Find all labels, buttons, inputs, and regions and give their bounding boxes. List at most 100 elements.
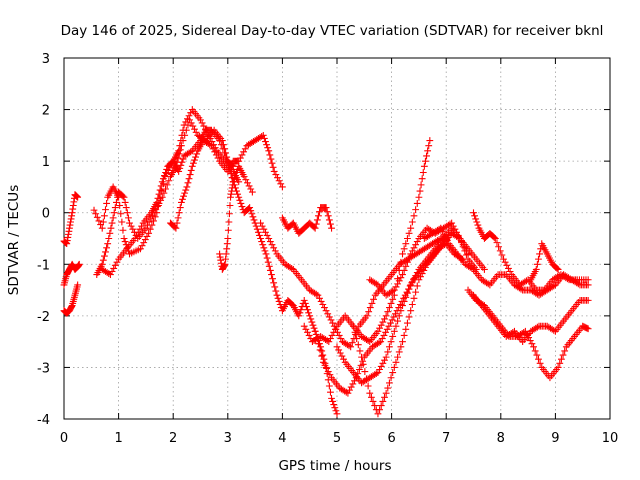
data-point — [101, 252, 108, 260]
data-point — [302, 325, 310, 333]
chart-title: Day 146 of 2025, Sidereal Day-to-day VTE… — [61, 23, 604, 39]
data-point — [381, 393, 388, 401]
data-point — [413, 200, 421, 207]
data-point — [225, 218, 233, 226]
data-point — [471, 212, 478, 220]
data-point — [161, 172, 168, 179]
data-point — [329, 319, 337, 327]
data-point — [584, 296, 592, 304]
data-point — [331, 404, 339, 412]
data-point — [402, 325, 410, 333]
data-point — [237, 200, 245, 207]
data-point — [163, 165, 171, 173]
data-point — [325, 382, 333, 390]
series-arc-21 — [527, 240, 562, 284]
data-point — [275, 177, 283, 185]
data-point — [399, 271, 406, 278]
data-point — [174, 214, 182, 222]
data-point — [400, 298, 408, 305]
data-point — [533, 351, 541, 359]
data-point — [120, 193, 128, 201]
data-point — [550, 326, 558, 334]
data-point — [387, 300, 395, 307]
data-point — [211, 148, 219, 156]
data-point — [387, 338, 395, 346]
data-point — [328, 394, 335, 402]
data-point — [103, 244, 110, 252]
data-point — [366, 389, 374, 397]
data-point — [377, 321, 385, 329]
data-point — [182, 126, 190, 134]
data-point — [371, 402, 379, 409]
data-point — [305, 309, 313, 317]
data-point — [270, 168, 278, 175]
data-point — [224, 235, 232, 242]
data-point — [186, 116, 193, 124]
data-point — [417, 181, 425, 189]
data-point — [248, 210, 256, 218]
data-point — [256, 232, 263, 239]
data-point — [333, 343, 341, 351]
data-point — [313, 334, 321, 341]
data-point — [216, 137, 224, 144]
y-tick-label: -1 — [37, 258, 50, 273]
data-point — [402, 240, 410, 248]
data-point — [310, 324, 318, 332]
data-point — [125, 214, 132, 222]
data-point — [74, 281, 82, 289]
data-point — [533, 260, 541, 268]
data-point — [325, 216, 333, 224]
data-point — [376, 324, 383, 332]
data-point — [458, 239, 465, 247]
data-point — [263, 141, 270, 149]
data-point — [347, 343, 355, 351]
data-point — [366, 304, 374, 312]
data-point — [392, 310, 399, 318]
data-point — [495, 243, 503, 251]
data-point — [407, 307, 415, 315]
data-point — [113, 258, 121, 266]
x-tick-label: 5 — [333, 431, 341, 446]
data-point — [214, 154, 222, 162]
data-point — [363, 312, 371, 320]
data-point — [271, 283, 279, 291]
data-point — [336, 349, 344, 357]
data-point — [191, 156, 198, 164]
data-point — [236, 154, 244, 162]
data-point — [305, 332, 313, 339]
data-point — [359, 360, 367, 368]
data-point — [187, 109, 195, 117]
data-point — [463, 251, 470, 259]
y-tick-label: 2 — [42, 104, 50, 119]
data-point — [389, 287, 397, 295]
x-tick-label: 6 — [387, 431, 395, 446]
data-point — [385, 322, 393, 330]
data-point — [242, 176, 250, 184]
data-point — [559, 351, 567, 359]
data-point — [301, 300, 309, 307]
data-point — [300, 296, 308, 304]
data-point — [192, 128, 200, 136]
data-point — [272, 171, 280, 178]
data-point — [395, 348, 403, 356]
data-point — [224, 157, 232, 165]
data-point — [379, 398, 387, 405]
data-point — [219, 145, 227, 153]
data-point — [244, 179, 251, 187]
series-arc-4 — [90, 106, 243, 258]
data-point — [180, 192, 187, 200]
data-point — [159, 175, 167, 183]
data-point — [106, 229, 114, 237]
data-point — [384, 348, 392, 356]
data-point — [189, 122, 197, 130]
data-point — [230, 181, 238, 189]
data-point — [268, 241, 276, 249]
data-point — [408, 247, 416, 255]
data-point — [454, 232, 462, 239]
data-point — [198, 119, 206, 127]
data-point — [221, 149, 228, 157]
data-point — [300, 322, 308, 330]
data-point — [140, 239, 148, 247]
data-point — [321, 304, 328, 312]
data-point — [143, 233, 151, 240]
